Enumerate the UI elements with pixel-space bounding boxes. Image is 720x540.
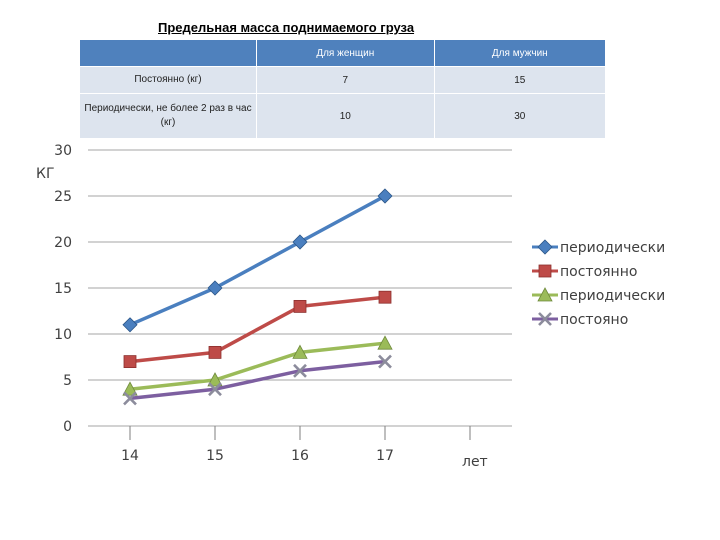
series-1	[123, 189, 392, 332]
x-tick-labels: 14 15 16 17	[121, 448, 394, 464]
data-point	[378, 189, 392, 203]
x-tick-label: 14	[121, 448, 139, 464]
x-axis-label: лет	[462, 454, 488, 470]
legend: периодически постоянно периодически постоян…	[532, 240, 665, 328]
series-line	[130, 196, 385, 325]
y-tick-label: 15	[54, 281, 72, 297]
data-point	[124, 356, 136, 368]
legend-label: периодически	[560, 240, 665, 256]
legend-item: постоянно	[532, 264, 637, 280]
data-point	[294, 300, 306, 312]
y-tick-label: 20	[54, 235, 72, 251]
legend-item: периодически	[532, 288, 665, 304]
y-tick-label: 5	[63, 373, 72, 389]
y-axis-label: КГ	[36, 166, 54, 182]
axes	[88, 426, 512, 440]
x-tick-label: 17	[376, 448, 394, 464]
series-lines	[123, 189, 392, 404]
y-tick-label: 30	[54, 143, 72, 159]
legend-marker	[539, 265, 551, 277]
series-2	[124, 291, 391, 367]
x-tick-label: 16	[291, 448, 309, 464]
data-point	[123, 318, 137, 332]
legend-label: постоянно	[560, 264, 637, 280]
legend-item: периодически	[532, 240, 665, 256]
x-tick-label: 15	[206, 448, 224, 464]
legend-item: постояно	[532, 312, 628, 328]
y-tick-label: 25	[54, 189, 72, 205]
legend-label: постояно	[560, 312, 628, 328]
data-point	[379, 291, 391, 303]
data-point	[293, 235, 307, 249]
y-tick-label: 10	[54, 327, 72, 343]
legend-marker	[538, 240, 552, 254]
y-tick-labels: 0 5 10 15 20 25 30	[54, 143, 72, 435]
data-point	[209, 346, 221, 358]
data-point	[208, 281, 222, 295]
y-tick-label: 0	[63, 419, 72, 435]
legend-label: периодически	[560, 288, 665, 304]
